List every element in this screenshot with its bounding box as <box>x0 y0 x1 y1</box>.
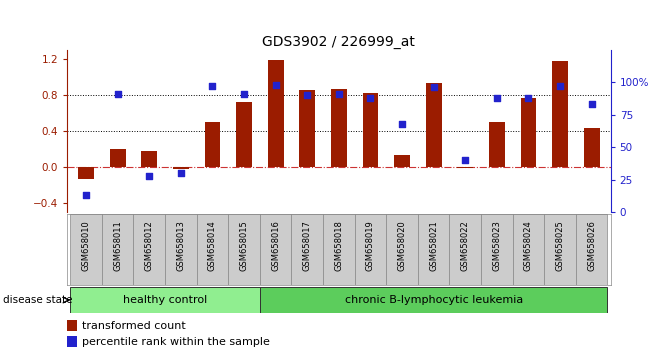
Bar <box>291 214 323 285</box>
Bar <box>299 90 315 167</box>
Bar <box>110 149 125 167</box>
Text: GSM658021: GSM658021 <box>429 220 438 270</box>
Text: GSM658026: GSM658026 <box>587 220 596 271</box>
Bar <box>165 214 197 285</box>
Text: GSM658012: GSM658012 <box>145 220 154 270</box>
Point <box>239 91 250 97</box>
Text: GSM658019: GSM658019 <box>366 220 375 270</box>
Point <box>523 95 534 101</box>
Bar <box>521 97 536 167</box>
Text: healthy control: healthy control <box>123 295 207 305</box>
Bar <box>552 61 568 167</box>
Bar <box>362 93 378 167</box>
Bar <box>67 336 77 347</box>
Text: percentile rank within the sample: percentile rank within the sample <box>83 337 270 347</box>
Bar <box>70 287 260 313</box>
Bar <box>268 61 284 167</box>
Bar <box>67 320 77 331</box>
Bar <box>513 214 544 285</box>
Bar <box>323 214 355 285</box>
Bar <box>260 287 607 313</box>
Bar <box>236 102 252 167</box>
Bar <box>584 128 600 167</box>
Bar <box>544 214 576 285</box>
Point <box>491 95 502 101</box>
Point <box>81 193 91 198</box>
Text: GSM658022: GSM658022 <box>461 220 470 270</box>
Bar <box>205 122 220 167</box>
Bar <box>173 167 189 169</box>
Bar <box>489 122 505 167</box>
Bar <box>134 214 165 285</box>
Title: GDS3902 / 226999_at: GDS3902 / 226999_at <box>262 35 415 48</box>
Point <box>176 171 187 176</box>
Bar <box>576 214 607 285</box>
Bar <box>394 154 410 167</box>
Text: GSM658025: GSM658025 <box>556 220 564 270</box>
Text: GSM658024: GSM658024 <box>524 220 533 270</box>
Bar <box>78 167 94 179</box>
Point <box>397 121 407 127</box>
Bar <box>142 151 157 167</box>
Bar <box>197 214 228 285</box>
Point <box>586 102 597 107</box>
Text: GSM658018: GSM658018 <box>334 220 344 271</box>
Bar <box>228 214 260 285</box>
Text: GSM658016: GSM658016 <box>271 220 280 271</box>
Text: GSM658013: GSM658013 <box>176 220 185 271</box>
Text: transformed count: transformed count <box>83 321 186 331</box>
Point <box>428 85 439 90</box>
Bar <box>450 214 481 285</box>
Point <box>270 82 281 87</box>
Text: chronic B-lymphocytic leukemia: chronic B-lymphocytic leukemia <box>344 295 523 305</box>
Text: GSM658015: GSM658015 <box>240 220 248 270</box>
Text: GSM658017: GSM658017 <box>303 220 312 271</box>
Bar <box>355 214 386 285</box>
Bar <box>386 214 418 285</box>
Text: GSM658010: GSM658010 <box>82 220 91 270</box>
Point <box>460 158 470 163</box>
Point <box>555 83 566 89</box>
Bar <box>418 214 450 285</box>
Bar <box>102 214 134 285</box>
Text: GSM658023: GSM658023 <box>493 220 501 271</box>
Point <box>207 83 218 89</box>
Point <box>144 173 154 179</box>
Bar <box>70 214 102 285</box>
Point <box>112 91 123 97</box>
Bar <box>481 214 513 285</box>
Bar <box>458 167 473 168</box>
Point <box>302 92 313 98</box>
Text: GSM658020: GSM658020 <box>397 220 407 270</box>
Point <box>365 95 376 101</box>
Text: GSM658014: GSM658014 <box>208 220 217 270</box>
Bar <box>426 83 442 167</box>
Bar <box>260 214 291 285</box>
Text: disease state: disease state <box>3 295 73 305</box>
Text: GSM658011: GSM658011 <box>113 220 122 270</box>
Bar <box>331 89 347 167</box>
Point <box>333 91 344 97</box>
